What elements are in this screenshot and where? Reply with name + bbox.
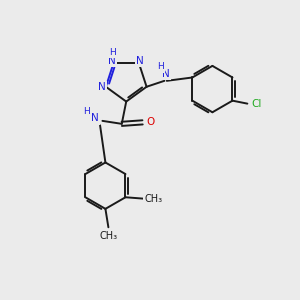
Text: CH₃: CH₃ xyxy=(99,231,118,241)
Text: H: H xyxy=(84,107,90,116)
Text: N: N xyxy=(136,56,144,66)
Text: N: N xyxy=(98,82,105,92)
Text: H: H xyxy=(158,62,164,71)
Text: O: O xyxy=(146,117,155,128)
Text: N: N xyxy=(91,113,98,124)
Text: Cl: Cl xyxy=(251,99,262,109)
Text: N: N xyxy=(162,69,170,79)
Text: H: H xyxy=(109,48,116,57)
Text: CH₃: CH₃ xyxy=(145,194,163,204)
Text: N: N xyxy=(108,56,116,66)
